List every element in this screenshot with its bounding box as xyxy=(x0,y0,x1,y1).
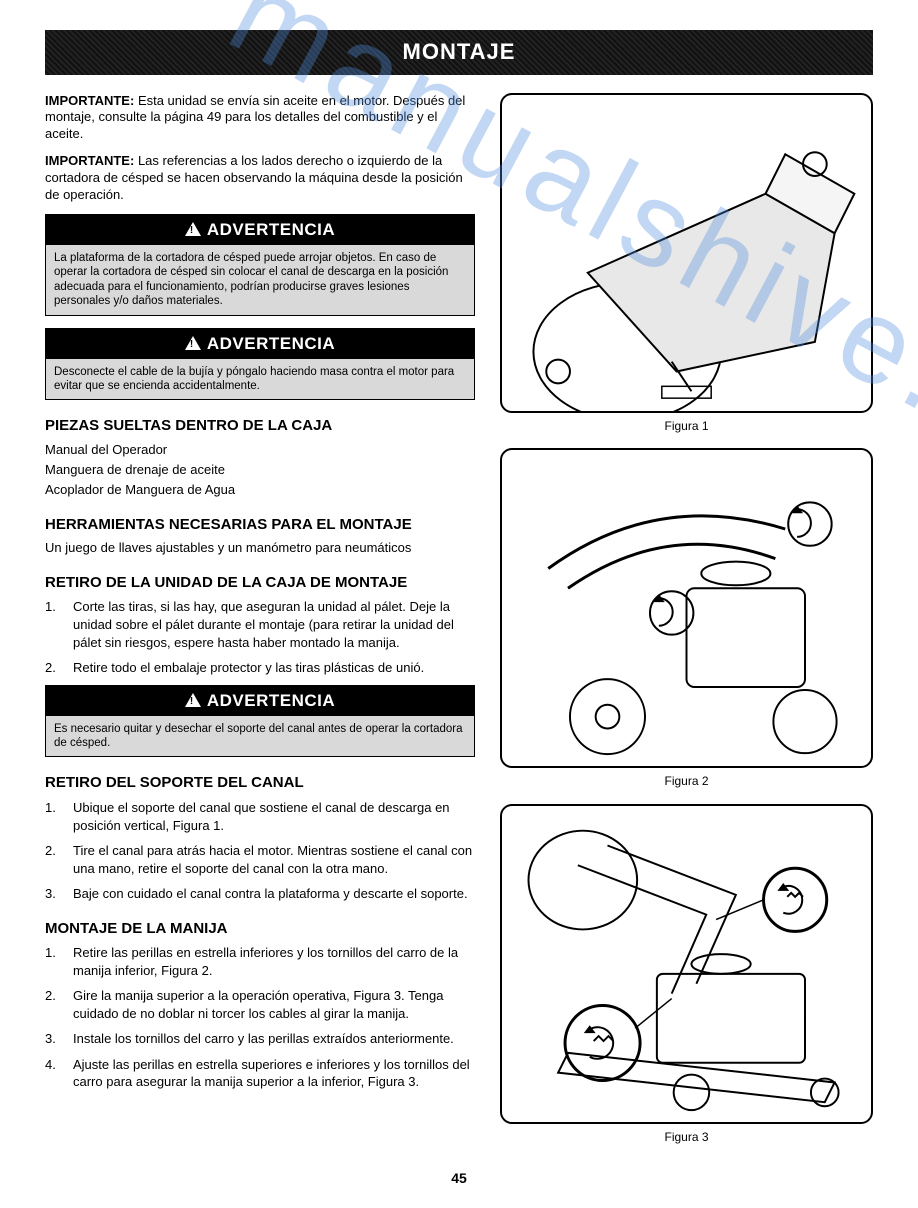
figure-2-caption: Figura 2 xyxy=(500,774,873,790)
piezas-item-1: Manguera de drenaje de aceite xyxy=(45,462,475,479)
retiro-soporte-steps: Ubique el soporte del canal que sostiene… xyxy=(45,799,475,903)
warning-1-header-text: ADVERTENCIA xyxy=(207,220,335,239)
piezas-item-0: Manual del Operador xyxy=(45,442,475,459)
figure-2 xyxy=(500,448,873,768)
montaje-manija-title: MONTAJE DE LA MANIJA xyxy=(45,919,475,939)
figure-3-illustration xyxy=(502,806,871,1122)
retiro-soporte-step-1: Ubique el soporte del canal que sostiene… xyxy=(45,799,475,834)
warning-triangle-icon xyxy=(185,222,201,236)
retiro-unidad-title: RETIRO DE LA UNIDAD DE LA CAJA DE MONTAJ… xyxy=(45,573,475,593)
importante-2: IMPORTANTE: Las referencias a los lados … xyxy=(45,153,475,204)
figure-1 xyxy=(500,93,873,413)
warning-2-header-text: ADVERTENCIA xyxy=(207,334,335,353)
retiro-soporte-step-2: Tire el canal para atrás hacia el motor.… xyxy=(45,842,475,877)
warning-3-header: ADVERTENCIA xyxy=(46,686,474,716)
warning-box-1: ADVERTENCIA La plataforma de la cortador… xyxy=(45,214,475,316)
piezas-item-2: Acoplador de Manguera de Agua xyxy=(45,482,475,499)
montaje-manija-step-2: Gire la manija superior a la operación o… xyxy=(45,987,475,1022)
page-number: 45 xyxy=(45,1169,873,1187)
importante-2-label: IMPORTANTE: xyxy=(45,153,134,168)
herramientas-title: HERRAMIENTAS NECESARIAS PARA EL MONTAJE xyxy=(45,515,475,535)
title-bar: MONTAJE xyxy=(45,30,873,75)
piezas-list: Manual del Operador Manguera de drenaje … xyxy=(45,442,475,499)
warning-2-body: Desconecte el cable de la bujía y póngal… xyxy=(46,359,474,400)
warning-1-body: La plataforma de la cortadora de césped … xyxy=(46,245,474,315)
figure-3 xyxy=(500,804,873,1124)
montaje-manija-step-3: Instale los tornillos del carro y las pe… xyxy=(45,1030,475,1048)
figure-1-illustration xyxy=(502,95,871,411)
figure-2-illustration xyxy=(502,450,871,766)
warning-2-header: ADVERTENCIA xyxy=(46,329,474,359)
content-wrapper: IMPORTANTE: Esta unidad se envía sin ace… xyxy=(45,93,873,1160)
importante-1-label: IMPORTANTE: xyxy=(45,93,134,108)
warning-box-3: ADVERTENCIA Es necesario quitar y desech… xyxy=(45,685,475,758)
herramientas-body: Un juego de llaves ajustables y un manóm… xyxy=(45,540,475,557)
retiro-unidad-step-1: Corte las tiras, si las hay, que asegura… xyxy=(45,598,475,651)
warning-1-header: ADVERTENCIA xyxy=(46,215,474,245)
retiro-soporte-title: RETIRO DEL SOPORTE DEL CANAL xyxy=(45,773,475,793)
montaje-manija-steps: Retire las perillas en estrella inferior… xyxy=(45,944,475,1091)
warning-triangle-icon xyxy=(185,336,201,350)
right-column: manualshive.com Figura 1 xyxy=(500,93,873,1160)
importante-1: IMPORTANTE: Esta unidad se envía sin ace… xyxy=(45,93,475,144)
warning-box-2: ADVERTENCIA Desconecte el cable de la bu… xyxy=(45,328,475,401)
retiro-soporte-step-3: Baje con cuidado el canal contra la plat… xyxy=(45,885,475,903)
retiro-unidad-step-2: Retire todo el embalaje protector y las … xyxy=(45,659,475,677)
warning-3-header-text: ADVERTENCIA xyxy=(207,691,335,710)
piezas-title: PIEZAS SUELTAS DENTRO DE LA CAJA xyxy=(45,416,475,436)
retiro-unidad-steps: Corte las tiras, si las hay, que asegura… xyxy=(45,598,475,676)
left-column: IMPORTANTE: Esta unidad se envía sin ace… xyxy=(45,93,475,1160)
figure-1-caption: Figura 1 xyxy=(500,419,873,435)
montaje-manija-step-4: Ajuste las perillas en estrella superior… xyxy=(45,1056,475,1091)
montaje-manija-step-1: Retire las perillas en estrella inferior… xyxy=(45,944,475,979)
warning-triangle-icon xyxy=(185,693,201,707)
figure-3-caption: Figura 3 xyxy=(500,1130,873,1146)
warning-3-body: Es necesario quitar y desechar el soport… xyxy=(46,716,474,757)
